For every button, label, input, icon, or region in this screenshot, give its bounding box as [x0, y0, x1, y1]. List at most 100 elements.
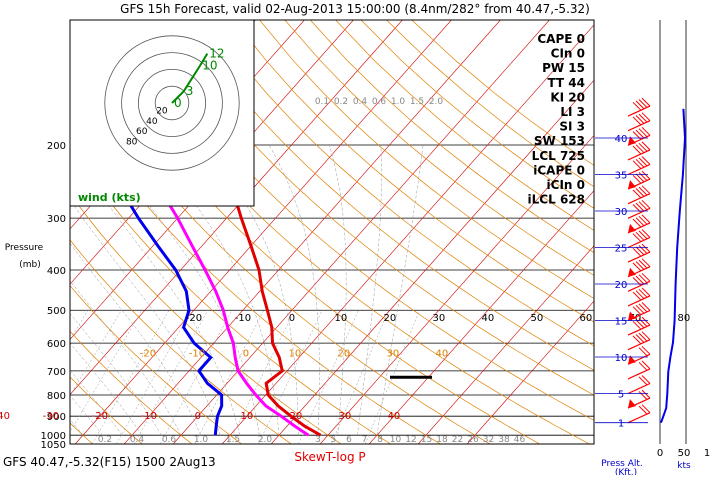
wind-barb-pennant — [628, 399, 636, 408]
wind-barb-feather — [642, 288, 650, 296]
mixing-ratio-line — [63, 310, 142, 444]
wind-barb-feather — [639, 202, 647, 210]
isotherm-label: -40 — [0, 411, 10, 422]
pressure-tick-label: 800 — [47, 391, 66, 402]
isotherm-label: -20 — [140, 349, 156, 360]
index-row: PW 15 — [542, 61, 585, 75]
wind-barb-feather — [639, 143, 647, 151]
altitude-tick-label: 1 — [618, 419, 624, 430]
moist-adiabat — [357, 145, 381, 435]
index-row: iLCL 628 — [528, 193, 585, 207]
isotherm-label: -20 — [92, 411, 108, 422]
isotherm-label: 50 — [531, 313, 544, 324]
isotherm-label: 80 — [678, 313, 691, 324]
hodograph-point-label: 12 — [209, 47, 224, 61]
altitude-tick-label: 15 — [615, 317, 628, 328]
wind-barb-feather — [642, 273, 650, 281]
wind-barb-pennant — [628, 224, 636, 233]
altitude-tick-label: 25 — [615, 244, 628, 255]
wind-barb-feather — [639, 348, 647, 356]
mixing-ratio-label: 2.0 — [429, 97, 444, 107]
wind-barb-feather — [636, 335, 644, 343]
wind-barb-feather — [639, 304, 647, 312]
wind-barb-feather — [636, 116, 644, 124]
dry-adiabat — [183, 20, 711, 444]
profile-x-label-kts: kts — [677, 461, 691, 471]
profile-x-tick: 50 — [678, 448, 691, 459]
wind-barb-feather — [636, 247, 644, 255]
wind-barb-feather — [642, 361, 650, 369]
altitude-tick-label: 30 — [615, 207, 628, 218]
mixing-ratio-line — [134, 310, 208, 444]
wind-barb-feather — [639, 114, 647, 122]
wind-barb-feather — [642, 157, 650, 165]
wind-barb-feather — [633, 175, 641, 183]
wind-barb-feather — [633, 146, 641, 154]
pressure-axis-unit: (mb) — [19, 260, 41, 270]
isotherm-label: -10 — [235, 313, 251, 324]
hodograph-title: wind (kts) — [78, 191, 141, 204]
wind-barb-feather — [636, 130, 644, 138]
wind-barb-feather — [642, 317, 650, 325]
index-row: KI 20 — [550, 90, 585, 104]
wind-barb-feather — [633, 292, 641, 300]
wind-barb-feather — [636, 145, 644, 153]
wind-barb-feather — [642, 200, 650, 208]
mixing-ratio-line — [92, 310, 169, 444]
hodograph-point-label: 0 — [174, 96, 182, 110]
wind-barb-feather — [636, 101, 644, 109]
dry-adiabat — [209, 20, 711, 444]
footer-center: SkewT-log P — [294, 450, 365, 464]
wind-barb-feather — [633, 117, 641, 125]
wind-barb-feather — [642, 259, 650, 267]
wind-barb-feather — [639, 173, 647, 181]
isotherm-label: 10 — [335, 313, 348, 324]
isotherm-label: -10 — [141, 411, 157, 422]
wind-barb-feather — [642, 332, 650, 340]
wind-barb-feather — [633, 190, 641, 198]
wind-barb-feather — [642, 230, 650, 238]
wind-barb-feather — [642, 405, 650, 413]
isotherm-label: -30 — [43, 411, 59, 422]
wind-barb-feather — [642, 113, 650, 121]
wind-barb-feather — [639, 260, 647, 268]
isotherm-line — [0, 20, 59, 444]
moist-adiabat — [0, 192, 142, 435]
wind-barb-feather — [642, 346, 650, 354]
wind-barb-feather — [642, 98, 650, 106]
wind-barb-feather — [639, 392, 647, 400]
wind-barb-feather — [639, 246, 647, 254]
altitude-tick-label: 35 — [615, 171, 628, 182]
wind-barb-feather — [639, 406, 647, 414]
isotherm-label: 20 — [289, 411, 302, 422]
pressure-axis-label: Pressure — [5, 243, 44, 253]
wind-barb-feather — [642, 390, 650, 398]
index-row: SW 153 — [534, 134, 585, 148]
dry-adiabat — [0, 20, 43, 444]
isotherm-label: 20 — [384, 313, 397, 324]
hodograph-ring-label: 60 — [136, 127, 148, 137]
wind-barb-feather — [642, 303, 650, 311]
wind-barb-feather — [633, 248, 641, 256]
hodograph-ring-label: 80 — [126, 138, 138, 148]
index-row: LCL 725 — [532, 149, 585, 163]
wind-barb-feather — [633, 336, 641, 344]
isotherm-label: 40 — [482, 313, 495, 324]
isotherm-label: 60 — [580, 313, 593, 324]
wind-barb-feather — [642, 171, 650, 179]
wind-barb-feather — [636, 174, 644, 182]
pressure-tick-label: 700 — [47, 367, 66, 378]
wind-barb-feather — [636, 218, 644, 226]
mixing-ratio-label: 1.0 — [391, 97, 406, 107]
wind-barb-feather — [639, 100, 647, 108]
pressure-tick-label: 600 — [47, 339, 66, 350]
mixing-ratio-label: 0.6 — [372, 97, 387, 107]
wind-barb-feather — [639, 333, 647, 341]
wind-barb-feather — [639, 187, 647, 195]
isotherm-label: 40 — [436, 349, 449, 360]
isotherm-label: 30 — [387, 349, 400, 360]
wind-barb-feather — [642, 127, 650, 135]
isotherm-label: 40 — [387, 411, 400, 422]
index-row: CIn 0 — [551, 47, 585, 61]
isotherm-label: 0 — [243, 349, 249, 360]
